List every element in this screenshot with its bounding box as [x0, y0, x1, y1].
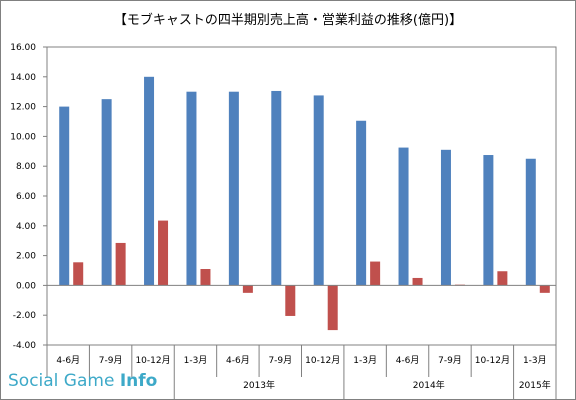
- bar-series1-9: [440, 149, 451, 286]
- bars: [59, 76, 550, 331]
- bar-series1-6: [313, 95, 324, 286]
- x-tick-label: 1-3月: [184, 355, 208, 366]
- x-tick-label: 4-6月: [396, 355, 420, 366]
- x-tick-label: 7-9月: [268, 355, 292, 366]
- bar-series1-7: [356, 120, 367, 286]
- bar-series2-4: [242, 285, 253, 293]
- bar-series1-5: [271, 90, 282, 286]
- bar-series2-11: [539, 285, 550, 293]
- year-label: 2014年: [413, 379, 445, 391]
- bar-series1-2: [144, 76, 155, 286]
- y-tick-label: 14.00: [10, 73, 36, 83]
- bar-series1-10: [483, 155, 494, 286]
- bar-series1-8: [398, 147, 409, 286]
- y-tick-label: 4.00: [16, 222, 36, 232]
- x-tick-label: 1-3月: [353, 355, 377, 366]
- y-tick-label: 6.00: [16, 192, 36, 202]
- bar-series2-2: [158, 220, 169, 286]
- year-label: 2015年: [519, 379, 551, 391]
- y-tick-label: -2.00: [13, 311, 37, 321]
- x-tick-label: 4-6月: [56, 355, 80, 366]
- x-axis: 4-6月 7-9月 10-12月 1-3月 4-6月 7-9月 10-12月 1-3月 4-6月…: [46, 284, 557, 399]
- bar-series2-10: [497, 271, 508, 286]
- y-tick-label: 0.00: [16, 281, 36, 291]
- bar-series1-1: [101, 99, 112, 286]
- y-tick-label: 8.00: [16, 162, 36, 172]
- bar-series2-6: [327, 285, 338, 331]
- bar-series1-11: [525, 158, 536, 286]
- y-axis: 16.00 14.00 12.00 10.00 8.00 6.00 4.00 2.00 0.00…: [10, 43, 47, 351]
- bar-series2-7: [370, 261, 381, 286]
- x-tick-label: 7-9月: [99, 355, 123, 366]
- watermark: Social Game Info: [8, 371, 157, 391]
- bar-series1-4: [228, 91, 239, 286]
- bar-series2-5: [285, 285, 296, 316]
- y-tick-label: -4.00: [13, 341, 37, 351]
- bar-series1-3: [186, 91, 197, 286]
- year-label: 2013年: [243, 379, 275, 391]
- bar-series2-3: [200, 269, 211, 286]
- y-tick-label: 12.00: [10, 103, 36, 113]
- x-tick-label: 10-12月: [305, 355, 340, 366]
- bar-series2-1: [115, 242, 126, 286]
- y-tick-label: 10.00: [10, 132, 36, 142]
- svg-text:Social Game Info: Social Game Info: [8, 371, 157, 391]
- chart-title: 【モブキャストの四半期別売上高・営業利益の推移(億円)】: [114, 12, 462, 28]
- x-tick-label: 10-12月: [475, 355, 510, 366]
- x-tick-label: 4-6月: [226, 355, 250, 366]
- x-tick-label: 1-3月: [523, 355, 547, 366]
- bar-series2-0: [73, 262, 84, 286]
- x-tick-label: 10-12月: [135, 355, 170, 366]
- watermark-bold-text: Info: [120, 371, 158, 391]
- bar-series1-0: [59, 106, 70, 286]
- y-tick-label: 2.00: [16, 252, 36, 262]
- watermark-text: Social Game: [8, 371, 120, 391]
- x-tick-label: 7-9月: [438, 355, 462, 366]
- bar-series2-8: [412, 277, 423, 286]
- y-tick-label: 16.00: [10, 43, 36, 53]
